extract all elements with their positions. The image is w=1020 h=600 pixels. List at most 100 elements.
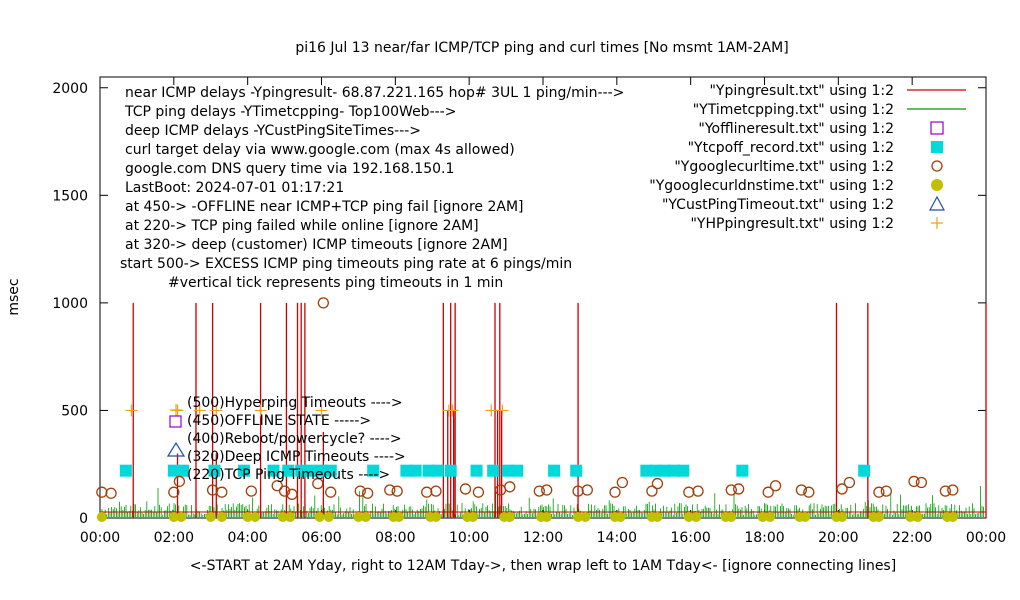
- curl-time-point: [312, 477, 324, 490]
- curl-time-point: [843, 476, 856, 489]
- dns-time-point: [683, 512, 694, 522]
- dns-time-point: [205, 512, 216, 522]
- curl-time-point: [271, 480, 283, 492]
- dns-time-point: [323, 512, 334, 522]
- tcp-off-point: [282, 464, 295, 477]
- dns-time-point: [504, 512, 515, 522]
- y-tick-label: 1000: [52, 296, 88, 312]
- dns-time-point: [353, 512, 364, 522]
- tcp-off-point: [649, 464, 662, 477]
- hyperping-point: [210, 404, 223, 417]
- dns-time-point: [726, 512, 737, 522]
- level-marker-square: [169, 415, 182, 428]
- dns-time-point: [573, 512, 584, 522]
- level-marker-plus: [170, 404, 182, 416]
- level-notes: (500)Hyperping Timeouts ----> (450)OFFLIN…: [166, 395, 406, 483]
- curl-time-point: [939, 485, 952, 497]
- curl-time-point: [803, 486, 815, 498]
- x-tick-label: 20:00: [818, 530, 858, 546]
- header-note: at 320-> deep (customer) ICMP timeouts […: [125, 237, 508, 253]
- curl-time-point: [541, 484, 553, 496]
- header-note: at 220-> TCP ping failed while online [i…: [125, 218, 479, 234]
- tcp-off-point: [167, 464, 180, 477]
- curl-time-point: [96, 486, 108, 498]
- dns-time-point: [285, 512, 296, 522]
- legend-square-marker: [930, 121, 944, 135]
- curl-time-point: [795, 484, 808, 496]
- dns-time-point: [176, 512, 187, 522]
- dns-time-point: [430, 512, 441, 522]
- header-note: google.com DNS query time via 192.168.15…: [125, 161, 454, 177]
- dns-time-point: [250, 512, 261, 522]
- header-note: TCP ping delays -YTimetcpping- Top100Web…: [124, 104, 456, 120]
- y-tick-label: 0: [79, 511, 88, 527]
- tcp-off-point: [409, 464, 422, 477]
- legend-label: "Ygooglecurltime.txt" using 1:2: [674, 159, 894, 175]
- header-notes: near ICMP delays -Ypingresult- 68.87.221…: [120, 85, 624, 291]
- tcp-off-point: [267, 464, 280, 477]
- curl-time-point: [915, 476, 928, 489]
- curl-time-point: [173, 475, 186, 488]
- x-tick-label: 10:00: [449, 530, 489, 546]
- curl-time-point: [836, 483, 848, 495]
- x-tick-label: 14:00: [597, 530, 637, 546]
- legend-label: "Ypingresult.txt" using 1:2: [709, 83, 894, 99]
- y-axis-label: msec: [6, 278, 22, 315]
- tcp-off-point: [304, 464, 317, 477]
- legend-plus-marker: [931, 217, 943, 229]
- tcp-off-point: [487, 464, 500, 477]
- curl-time-point: [325, 486, 337, 498]
- tcp-off-point: [431, 464, 444, 477]
- curl-time-point: [769, 480, 782, 492]
- legend-triangle-marker: [928, 195, 946, 211]
- dns-time-point: [947, 512, 958, 522]
- tcp-off-point: [858, 464, 871, 477]
- tcp-off-point: [400, 464, 413, 477]
- curl-time-point: [278, 485, 291, 497]
- data-marks: [96, 297, 987, 522]
- level-note: (500)Hyperping Timeouts ---->: [187, 395, 403, 411]
- curl-time-point: [430, 485, 442, 497]
- curl-time-point: [725, 484, 737, 496]
- curl-time-point: [168, 486, 180, 498]
- x-tick-labels: 00:00 02:00 04:00 06:00 08:00 10:00 12:00 14:00…: [80, 530, 1006, 546]
- level-note: (400)Reboot/powercycle? ---->: [187, 431, 402, 447]
- hyperping-point: [125, 404, 138, 417]
- tcp-off-point: [548, 464, 561, 477]
- tcp-off-point: [295, 464, 308, 477]
- header-note: start 500-> EXCESS ICMP ping timeouts pi…: [120, 256, 572, 272]
- hyperping-point: [485, 404, 498, 417]
- dns-time-point: [216, 512, 227, 522]
- curl-time-point: [651, 477, 664, 490]
- dns-time-point: [837, 512, 848, 522]
- level-note: (320)Deep ICMP Timeouts ---->: [187, 449, 406, 465]
- curl-time-point: [683, 486, 695, 498]
- curl-time-point: [692, 485, 704, 497]
- y-tick-label: 1500: [52, 188, 88, 204]
- curl-time-point: [391, 485, 403, 497]
- dns-time-point: [905, 512, 916, 522]
- legend-filled-square-marker: [931, 141, 943, 153]
- legend-label: "Ygooglecurldnstime.txt" using 1:2: [649, 178, 894, 194]
- legend-label: "YHPpingresult.txt" using 1:2: [690, 216, 894, 232]
- x-tick-label: 08:00: [375, 530, 415, 546]
- dns-time-point: [912, 512, 923, 522]
- tcp-off-point: [119, 464, 132, 477]
- tcp-off-point: [640, 464, 653, 477]
- dns-time-point: [652, 512, 663, 522]
- tcp-off-point: [668, 464, 681, 477]
- legend: "Ypingresult.txt" using 1:2 "YTimetcpping…: [649, 83, 966, 232]
- curl-time-point: [908, 475, 920, 488]
- tcp-off-point: [444, 464, 457, 477]
- curl-time-point: [361, 487, 374, 499]
- x-tick-label: 00:00: [966, 530, 1006, 546]
- y-tick-label: 500: [61, 403, 88, 419]
- header-note: LastBoot: 2024-07-01 01:17:21: [125, 180, 344, 196]
- dns-time-point: [168, 512, 179, 522]
- tcp-off-point: [367, 464, 380, 477]
- dns-time-point: [615, 512, 626, 522]
- header-note: curl target delay via www.google.com (ma…: [125, 142, 515, 158]
- x-tick-label: 12:00: [523, 530, 563, 546]
- curl-time-point: [504, 481, 516, 493]
